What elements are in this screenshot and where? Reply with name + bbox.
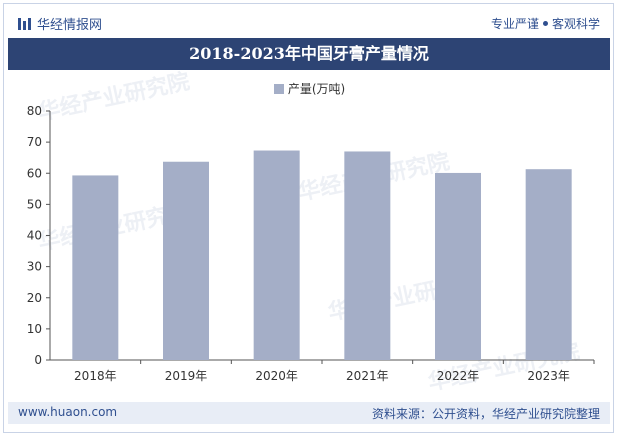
legend-label: 产量(万吨) bbox=[287, 82, 346, 96]
footer-source: 资料来源：公开资料，华经产业研究院整理 bbox=[371, 407, 600, 421]
x-tick-label: 2020年 bbox=[255, 369, 298, 383]
x-tick-label: 2018年 bbox=[74, 369, 117, 383]
bar bbox=[435, 172, 481, 360]
bar bbox=[344, 151, 391, 360]
bar bbox=[253, 150, 300, 360]
chart-title: 2018-2023年中国牙膏产量情况 bbox=[8, 38, 610, 70]
tagline-left: 专业严谨 bbox=[490, 17, 539, 31]
bar bbox=[72, 175, 119, 360]
top-bar: 华经情报网 专业严谨 客观科学 bbox=[8, 8, 610, 36]
y-tick-label: 70 bbox=[27, 135, 42, 149]
bar bbox=[525, 169, 572, 360]
bullet-dot-icon bbox=[542, 21, 548, 26]
x-tick-label: 2022年 bbox=[437, 369, 480, 383]
x-tick-label: 2023年 bbox=[527, 369, 570, 383]
y-tick-label: 0 bbox=[34, 353, 42, 367]
y-tick-label: 80 bbox=[27, 104, 42, 118]
y-tick-label: 30 bbox=[27, 260, 42, 274]
plot-area: 0 10 20 30 40 50 60 70 80 2018年 2019年 2020年 2021年 202… bbox=[27, 104, 595, 383]
x-tick-label: 2019年 bbox=[165, 369, 208, 383]
y-tick-label: 60 bbox=[27, 166, 42, 180]
chart-legend: 产量(万吨) bbox=[0, 80, 619, 97]
bar bbox=[163, 161, 209, 360]
tagline-right: 客观科学 bbox=[551, 17, 600, 31]
brand-logo-icon bbox=[18, 17, 31, 30]
y-tick-label: 40 bbox=[27, 229, 42, 243]
y-tick-label: 20 bbox=[27, 291, 42, 305]
svg-text:华经产业研究院: 华经产业研究院 bbox=[36, 68, 192, 125]
x-tick-label: 2021年 bbox=[346, 369, 389, 383]
legend-swatch bbox=[273, 83, 284, 94]
y-tick-label: 10 bbox=[27, 322, 42, 336]
brand[interactable]: 华经情报网 bbox=[18, 14, 102, 33]
y-tick-label: 50 bbox=[27, 197, 42, 211]
footer: www.huaon.com 资料来源：公开资料，华经产业研究院整理 bbox=[8, 402, 610, 424]
tagline: 专业严谨 客观科学 bbox=[491, 15, 600, 32]
brand-name: 华经情报网 bbox=[37, 18, 103, 33]
footer-site-link[interactable]: www.huaon.com bbox=[18, 405, 118, 419]
